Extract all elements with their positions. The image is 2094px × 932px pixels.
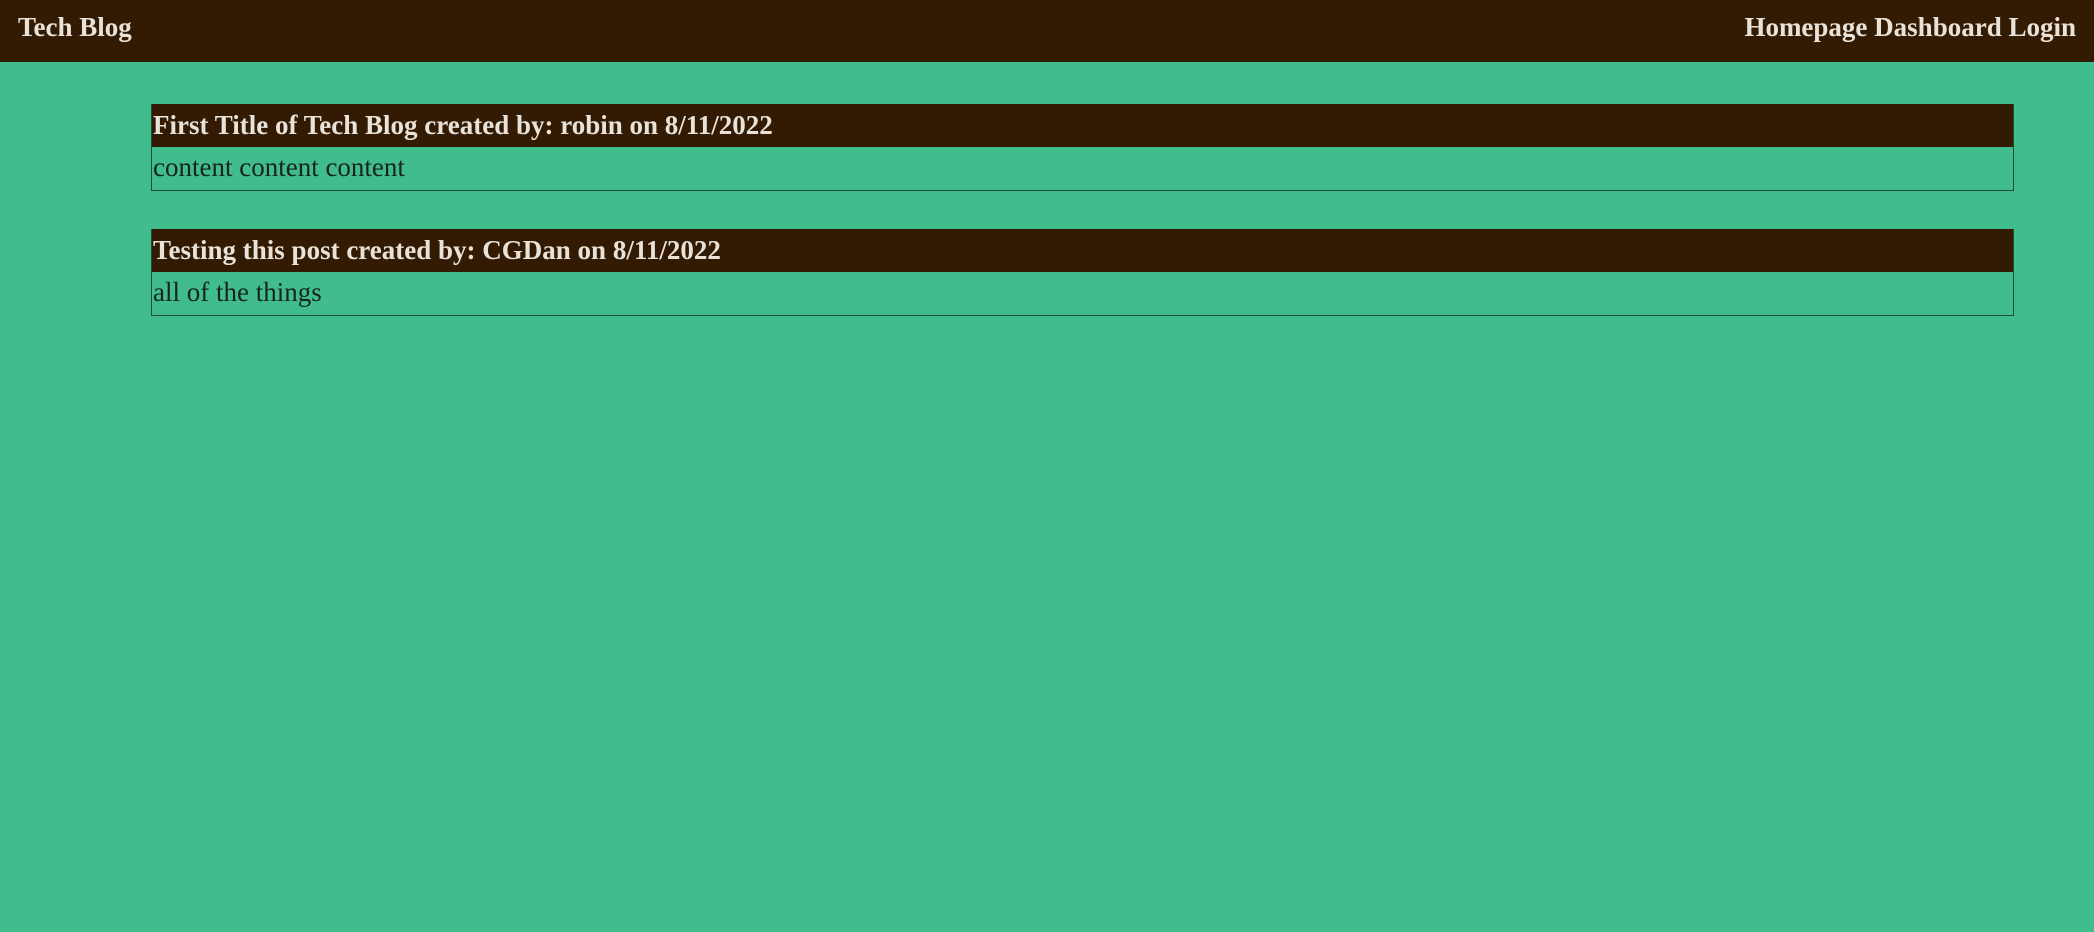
post-date: 8/11/2022 [664,110,773,140]
nav-link-dashboard[interactable]: Dashboard [1874,12,2002,42]
post-content: content content content [153,152,405,182]
nav-link-homepage[interactable]: Homepage [1744,12,1868,42]
post-by-label: created by: [424,110,554,140]
post-header[interactable]: Testing this post created by: CGDan on 8… [152,229,2013,272]
post-card[interactable]: Testing this post created by: CGDan on 8… [151,229,2014,316]
post-on-label: on [577,235,607,265]
top-nav-bar: Tech Blog Homepage Dashboard Login [0,0,2094,62]
post-title: Testing this post [153,235,340,265]
post-title: First Title of Tech Blog [153,110,418,140]
site-title[interactable]: Tech Blog [18,12,132,42]
post-author: robin [560,110,623,140]
main-nav: Homepage Dashboard Login [1744,11,2076,43]
post-card[interactable]: First Title of Tech Blog created by: rob… [151,104,2014,191]
post-header[interactable]: First Title of Tech Blog created by: rob… [152,104,2013,147]
post-author: CGDan [482,235,571,265]
post-by-label: created by: [346,235,476,265]
post-date: 8/11/2022 [612,235,721,265]
nav-link-login[interactable]: Login [2008,12,2076,42]
post-on-label: on [629,110,659,140]
post-content: all of the things [153,277,322,307]
